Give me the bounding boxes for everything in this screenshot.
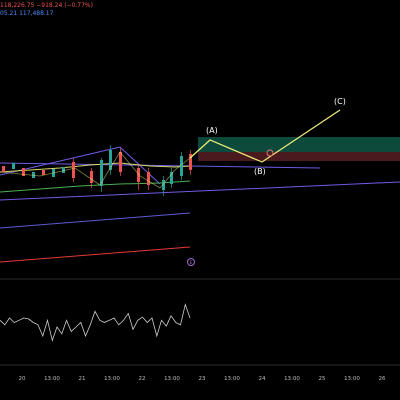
x-tick: 13:00 [344,376,360,382]
candle[interactable] [147,172,150,185]
candle[interactable] [90,171,93,183]
candle[interactable] [189,154,192,170]
x-tick: 13:00 [224,376,240,382]
event-marker-label: E [190,260,193,266]
candle[interactable] [109,150,112,170]
candle[interactable] [2,166,5,172]
x-tick: 25 [319,376,326,382]
wave-label-b: (B) [254,167,266,176]
target-marker-icon[interactable] [266,149,274,157]
lower-trendline[interactable] [0,181,400,201]
x-tick: 20 [19,376,26,382]
oscillator-line [0,303,191,342]
candle[interactable] [22,168,25,176]
x-axis: 20 13:00 21 13:00 22 13:00 23 13:00 24 1… [19,376,386,382]
wave-label-a: (A) [206,126,218,135]
price-header: 118,226.75 −918.24 (−0.77%) [0,2,93,9]
wave-projection-line[interactable] [189,109,341,163]
x-tick: 13:00 [284,376,300,382]
x-tick: 21 [79,376,86,382]
zigzag-line [0,151,191,189]
x-tick: 23 [199,376,206,382]
ma-values: 05.21 117,488.17 [0,10,54,17]
yellow-moving-average [0,162,191,173]
candle[interactable] [137,168,140,182]
candle[interactable] [62,167,65,173]
red-moving-average [0,246,191,263]
candle[interactable] [162,180,165,190]
candle[interactable] [100,160,103,186]
candle[interactable] [170,172,173,184]
take-profit-zone [198,137,400,152]
x-tick: 26 [379,376,386,382]
wave-label-c: (C) [334,97,346,106]
stop-loss-zone [198,152,400,161]
upper-trendline[interactable] [0,162,321,169]
candle[interactable] [72,162,75,178]
price-change: 118,226.75 −918.24 (−0.77%) [0,2,93,9]
event-marker-icon[interactable] [187,258,195,266]
x-tick: 13:00 [104,376,120,382]
candle[interactable] [42,170,45,175]
candle[interactable] [12,163,15,169]
blue-moving-average [0,212,191,229]
candle[interactable] [180,156,183,176]
price-header-sub: 05.21 117,488.17 [0,10,53,17]
candle[interactable] [119,152,122,172]
x-tick: 13:00 [44,376,60,382]
x-tick: 24 [259,376,266,382]
x-tick: 13:00 [164,376,180,382]
x-tick: 22 [139,376,146,382]
